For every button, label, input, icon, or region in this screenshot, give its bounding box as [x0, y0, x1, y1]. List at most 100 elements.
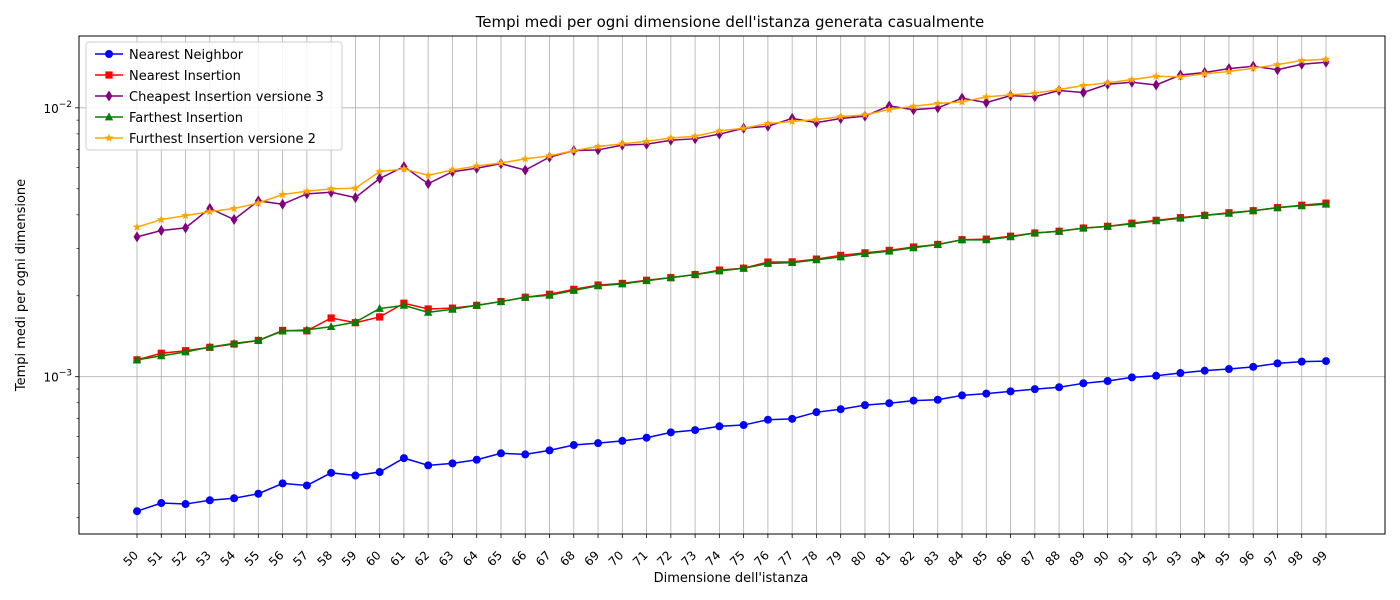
data-point: [763, 259, 773, 267]
data-point: [302, 481, 311, 490]
x-tick-label: 80: [848, 548, 869, 569]
data-point: [132, 355, 142, 364]
data-point: [1152, 79, 1160, 91]
x-tick-label: 93: [1164, 548, 1185, 569]
data-point: [885, 246, 894, 255]
data-point: [1200, 210, 1209, 219]
x-axis: 50 51 52 53 54 55 56 57 58 59 60 61 62 63 64 65 66 67 68 69…: [120, 534, 1330, 569]
data-point: [812, 255, 821, 264]
data-point: [133, 231, 141, 243]
x-tick-label: 86: [994, 548, 1015, 569]
data-point: [909, 101, 918, 111]
data-point: [399, 454, 408, 463]
legend-item: Farthest Insertion: [95, 111, 243, 126]
data-point: [496, 449, 505, 458]
data-point: [788, 414, 797, 423]
data-point: [545, 151, 554, 160]
data-point: [1297, 357, 1306, 366]
data-point: [182, 222, 190, 234]
x-tick-label: 78: [800, 548, 821, 569]
data-point: [1200, 69, 1210, 78]
series-line: [136, 203, 1327, 361]
plot-area: [78, 35, 1386, 535]
legend: Nearest Neighbor Nearest Insertion Cheapes…: [85, 41, 343, 151]
x-tick-label: 97: [1261, 548, 1282, 569]
data-point: [1103, 376, 1112, 385]
data-point: [279, 198, 287, 210]
data-point: [205, 342, 214, 351]
data-point: [763, 119, 773, 128]
data-point: [618, 436, 627, 445]
legend-marker: [105, 71, 113, 79]
x-tick-label: 88: [1042, 548, 1063, 569]
x-tick-label: 87: [1018, 548, 1039, 569]
x-tick-label: 68: [557, 548, 578, 569]
data-point: [666, 428, 675, 437]
data-point: [1103, 78, 1112, 87]
data-point: [593, 281, 603, 290]
data-point: [156, 214, 166, 224]
data-point: [326, 184, 336, 193]
data-point: [860, 110, 870, 119]
data-point: [1224, 365, 1233, 374]
data-point: [496, 158, 506, 167]
x-tick-label: 98: [1285, 548, 1306, 569]
series-line: [136, 202, 1327, 361]
x-tick-label: 89: [1067, 548, 1088, 569]
x-tick-label: 85: [970, 548, 991, 569]
legend-marker: [104, 112, 114, 121]
data-point: [642, 136, 651, 146]
data-point: [302, 325, 312, 334]
legend-label: Nearest Insertion: [129, 69, 241, 84]
data-point: [1321, 54, 1331, 64]
data-point: [1273, 60, 1282, 69]
y-axis: 10−3 10−2: [43, 100, 79, 518]
data-point: [860, 249, 870, 258]
data-point: [569, 441, 578, 450]
data-point: [1273, 203, 1282, 212]
x-tick-label: 69: [581, 548, 602, 569]
series-line: [136, 61, 1327, 238]
data-point: [230, 494, 239, 503]
x-tick-label: 51: [145, 548, 166, 569]
data-point: [545, 290, 554, 299]
data-point: [1297, 201, 1306, 210]
series-2: [133, 199, 1330, 364]
data-point: [1127, 75, 1137, 84]
data-point: [157, 499, 166, 508]
y-axis-label: Tempi medi per ogni dimensione: [14, 179, 29, 392]
data-point: [157, 224, 165, 236]
data-point: [618, 279, 627, 288]
data-point: [229, 203, 239, 213]
x-tick-label: 70: [606, 548, 627, 569]
data-point: [594, 439, 603, 448]
data-point: [569, 286, 578, 294]
x-tick-label: 99: [1309, 548, 1330, 569]
data-point: [1054, 84, 1064, 94]
data-point: [545, 446, 554, 455]
data-point: [1224, 66, 1234, 76]
data-point: [1054, 226, 1064, 235]
x-tick-label: 63: [436, 548, 457, 569]
legend-label: Farthest Insertion: [129, 111, 243, 126]
x-tick-label: 61: [387, 548, 408, 569]
data-point: [278, 189, 287, 199]
legend-marker: [104, 133, 114, 142]
data-point: [812, 115, 821, 124]
x-tick-label: 75: [727, 548, 748, 569]
data-point: [375, 166, 385, 176]
data-point: [278, 326, 287, 335]
x-tick-label: 57: [290, 548, 311, 569]
legend-item: Furthest Insertion versione 2: [95, 132, 316, 147]
data-point: [715, 266, 724, 275]
x-tick-label: 59: [339, 548, 360, 569]
series-1: [133, 357, 1330, 516]
x-tick-label: 52: [169, 548, 190, 569]
data-point: [521, 164, 529, 176]
data-point: [1151, 71, 1161, 80]
legend-label: Nearest Neighbor: [129, 48, 244, 63]
data-point: [351, 183, 360, 192]
x-tick-label: 54: [217, 548, 238, 569]
data-point: [909, 243, 918, 252]
data-point: [375, 468, 384, 477]
